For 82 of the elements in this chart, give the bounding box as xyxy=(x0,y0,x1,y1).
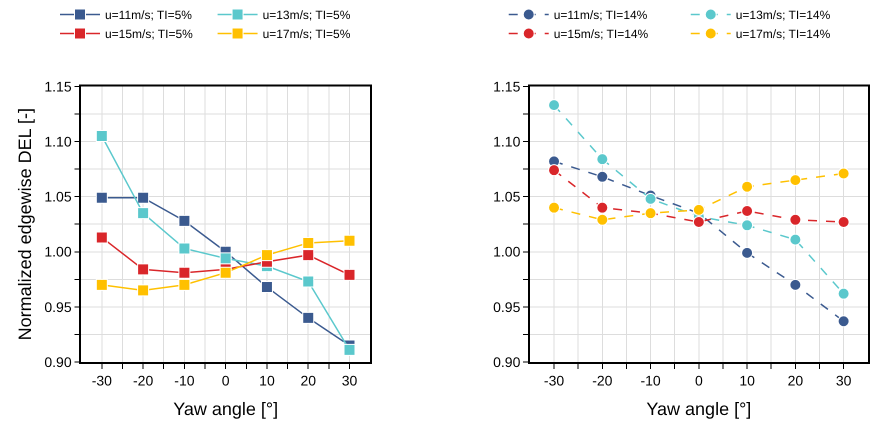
point xyxy=(220,266,232,279)
x-tick-label: -20 xyxy=(592,372,613,389)
y-tick-label: 1.15 xyxy=(44,78,72,94)
point xyxy=(596,214,608,226)
x-tick-label: 20 xyxy=(300,372,316,389)
point xyxy=(741,246,754,259)
x-tick-label: -30 xyxy=(92,372,112,389)
point xyxy=(741,180,754,193)
point xyxy=(260,249,273,262)
legend-label: u=15m/s; TI=14% xyxy=(554,27,649,42)
point xyxy=(178,242,190,254)
point xyxy=(96,278,108,291)
point xyxy=(96,231,108,244)
point xyxy=(789,278,802,291)
point xyxy=(178,278,190,291)
point xyxy=(178,266,190,279)
legend-label: u=13m/s; TI=5% xyxy=(262,8,351,22)
point xyxy=(260,281,273,294)
point xyxy=(548,99,560,112)
x-tick-label: 0 xyxy=(694,372,703,389)
point xyxy=(96,192,108,204)
legend-label: u=17m/s; TI=5% xyxy=(262,27,351,42)
point xyxy=(220,252,232,264)
point xyxy=(596,170,608,183)
legend-label: u=17m/s; TI=14% xyxy=(736,27,831,42)
point xyxy=(838,167,850,180)
legend-label: u=11m/s; TI=14% xyxy=(554,8,648,22)
point xyxy=(137,284,150,296)
point xyxy=(137,192,150,204)
point xyxy=(838,216,850,228)
point xyxy=(789,174,802,186)
point xyxy=(692,216,705,228)
legend-label: u=13m/s; TI=14% xyxy=(736,8,831,22)
point xyxy=(596,153,608,166)
point xyxy=(741,219,754,232)
x-axis-title: Yaw angle [°] xyxy=(173,399,278,420)
point xyxy=(302,236,314,249)
x-tick-label: -30 xyxy=(544,372,564,389)
y-tick-label: 0.95 xyxy=(493,298,521,315)
point xyxy=(692,204,705,216)
point xyxy=(178,214,190,227)
point xyxy=(548,164,560,176)
point xyxy=(344,344,356,356)
y-tick-label: 1.05 xyxy=(493,188,521,205)
point xyxy=(344,268,356,281)
point xyxy=(96,130,108,142)
x-tick-label: 30 xyxy=(836,372,852,389)
point xyxy=(789,214,802,226)
legend-label: u=15m/s; TI=5% xyxy=(105,27,194,42)
point xyxy=(838,288,850,300)
y-tick-label: 1.00 xyxy=(493,244,521,260)
x-tick-label: -20 xyxy=(132,372,154,389)
y-tick-label: 1.10 xyxy=(493,133,521,150)
x-tick-label: 20 xyxy=(788,372,804,389)
x-tick-label: 10 xyxy=(739,372,756,389)
point xyxy=(302,276,314,288)
point xyxy=(137,263,150,276)
point xyxy=(344,234,356,247)
point xyxy=(789,234,802,246)
x-tick-label: -10 xyxy=(640,372,661,389)
x-tick-label: 0 xyxy=(222,372,230,389)
x-axis-title: Yaw angle [°] xyxy=(646,399,752,420)
point xyxy=(644,192,657,205)
y-tick-label: 0.90 xyxy=(493,354,521,370)
point xyxy=(838,315,850,328)
y-axis-title: Normalized edgewise DEL [-] xyxy=(15,108,36,340)
point xyxy=(137,207,150,220)
point xyxy=(596,202,608,214)
y-tick-label: 0.95 xyxy=(44,298,72,315)
y-tick-label: 1.05 xyxy=(44,188,72,205)
y-tick-label: 1.10 xyxy=(44,133,72,150)
legend-label: u=11m/s; TI=5% xyxy=(105,8,192,22)
y-tick-label: 1.15 xyxy=(493,78,521,94)
x-tick-label: -10 xyxy=(174,372,195,389)
x-tick-label: 10 xyxy=(259,372,275,389)
point xyxy=(741,204,754,217)
x-tick-label: 30 xyxy=(342,372,358,389)
y-tick-label: 1.00 xyxy=(44,244,72,260)
point xyxy=(548,202,560,214)
y-tick-label: 0.90 xyxy=(44,354,72,370)
point xyxy=(302,312,314,324)
point xyxy=(302,249,314,262)
